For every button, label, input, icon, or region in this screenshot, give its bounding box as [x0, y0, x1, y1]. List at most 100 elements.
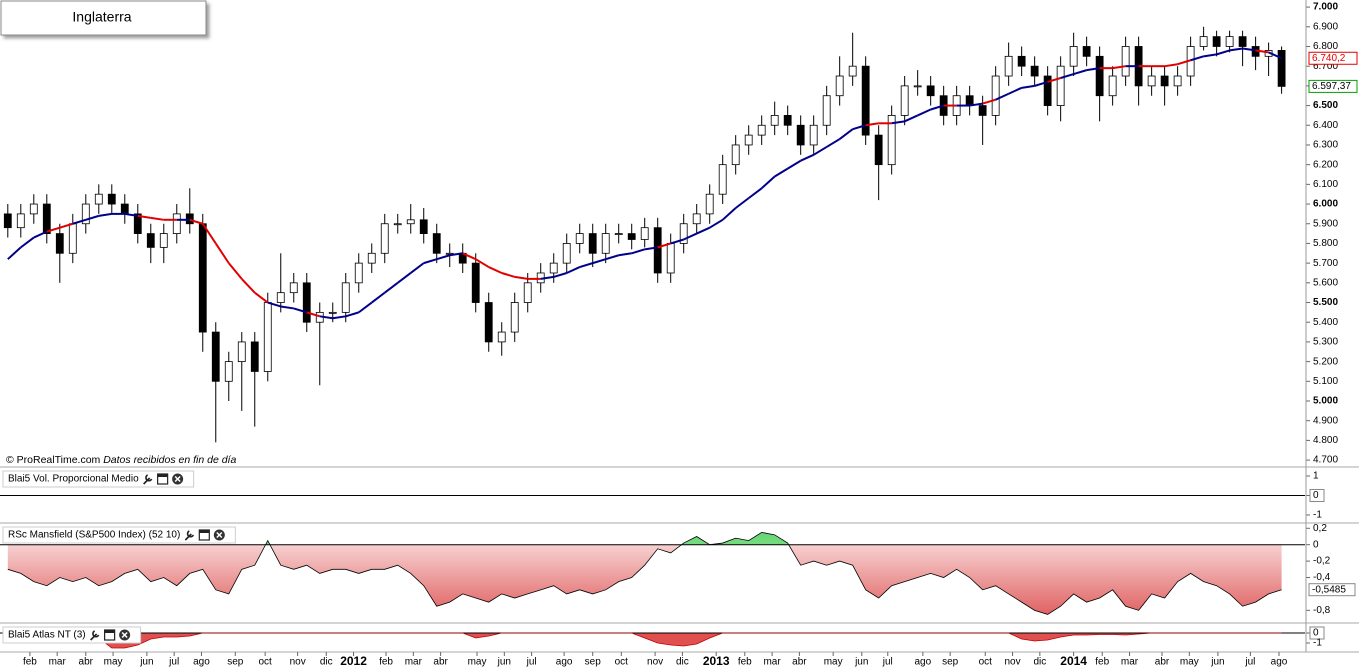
title-box [0, 0, 207, 36]
y-tick-label: 5.900 [1313, 218, 1338, 229]
moving-average-segment [124, 212, 138, 217]
candle-body [484, 302, 493, 343]
moving-average-segment [696, 226, 711, 235]
candle-body [1121, 46, 1130, 77]
x-tick-label: feb [23, 657, 37, 668]
x-tick-label: jun [497, 657, 511, 668]
panel-title-box [2, 526, 236, 544]
x-tick-label: jun [854, 657, 868, 668]
candle-body [913, 85, 922, 88]
moving-average-segment [553, 272, 568, 278]
moving-average-segment [1164, 63, 1178, 68]
moving-average-segment [59, 222, 74, 229]
moving-average-segment [7, 246, 22, 260]
candle-body [757, 124, 766, 136]
candle-body [887, 115, 896, 166]
candle-body [1069, 46, 1078, 67]
x-tick-label: jun [1210, 657, 1224, 668]
candle-body [289, 282, 298, 294]
last-value-label: -0,5485 [1312, 584, 1346, 595]
x-tick-label: 2013 [703, 654, 730, 668]
x-tick-label: sep [942, 657, 959, 668]
moving-average-segment [1047, 77, 1061, 83]
moving-average-segment [1229, 47, 1243, 52]
candle-body [1160, 75, 1169, 87]
y-tick-label: 4.800 [1313, 435, 1338, 446]
close-icon-cross [174, 475, 181, 483]
moving-average-segment [436, 254, 451, 261]
moving-average-segment [813, 146, 828, 156]
moving-average-segment [826, 138, 841, 148]
moving-average-segment [227, 262, 243, 280]
x-tick-label: ago [193, 657, 210, 668]
indicator-line [7, 632, 1282, 649]
moving-average-segment [384, 282, 399, 294]
moving-average-segment [1268, 51, 1283, 60]
moving-average-segment [787, 159, 802, 170]
candle-body [146, 233, 155, 248]
close-icon-cross [216, 531, 223, 539]
moving-average-segment [1073, 69, 1087, 76]
x-tick-label: sep [585, 657, 602, 668]
candle-body [354, 262, 363, 284]
y-tick-label: 4.900 [1313, 415, 1338, 426]
settings-icon [143, 474, 153, 485]
x-tick-label: may [1180, 657, 1199, 668]
y-tick-label: 5.600 [1313, 277, 1338, 288]
candle-body [55, 233, 64, 254]
x-tick-label: oct [258, 657, 272, 668]
candle-body [809, 124, 818, 146]
ma-last-box [1308, 51, 1358, 65]
candle-body [640, 227, 649, 240]
watermark-brand: © ProRealTime.com [6, 454, 101, 466]
x-tick-label: jul [168, 657, 179, 668]
current-value-box [1309, 626, 1325, 640]
moving-average-segment [293, 307, 308, 314]
candle-body [1056, 65, 1065, 106]
candle-body [835, 75, 844, 97]
moving-average-segment [306, 311, 321, 318]
panel-title-box [2, 470, 195, 488]
moving-average-segment [254, 291, 269, 304]
candle-body [159, 233, 168, 248]
candle-body [744, 134, 753, 146]
y-tick-label: 5.200 [1313, 356, 1338, 367]
moving-average-segment [579, 262, 593, 269]
candle-body [1147, 75, 1156, 87]
moving-average-segment [267, 301, 282, 308]
x-tick-label: jul [526, 657, 537, 668]
candle-body [679, 223, 688, 244]
close-last-box [1308, 79, 1358, 93]
panel-header: Blai5 Vol. Proporcional Medio [2, 470, 195, 488]
candle-body [94, 193, 103, 205]
candle-body [965, 95, 974, 106]
moving-average-segment [657, 242, 671, 249]
x-tick-label: mar [49, 657, 67, 668]
moving-average-segment [852, 124, 866, 131]
y-tick-label: -0,8 [1313, 605, 1331, 616]
moving-average-segment [214, 242, 230, 264]
moving-average-segment [319, 315, 333, 320]
moving-average-segment [540, 275, 554, 280]
moving-average-segment [137, 214, 151, 219]
moving-average-segment [969, 102, 983, 107]
candle-body [796, 124, 805, 146]
moving-average-segment [995, 92, 1010, 101]
candle-body [172, 213, 181, 234]
x-tick-label: ago [1271, 657, 1288, 668]
moving-average-segment [1086, 67, 1100, 72]
x-tick-label: abr [433, 657, 448, 668]
x-tick-label: oct [615, 657, 629, 668]
y-tick-label: 6.400 [1313, 120, 1338, 131]
candle-body [1095, 55, 1104, 97]
panel-title: Blai5 Vol. Proporcional Medio [8, 474, 139, 485]
x-tick-label: ago [915, 657, 932, 668]
y-tick-label: 6.700 [1313, 61, 1338, 72]
moving-average-segment [722, 207, 737, 221]
moving-average-segment [761, 175, 776, 190]
moving-average-segment [488, 266, 503, 274]
candle-body [848, 65, 857, 77]
moving-average-segment [735, 197, 750, 209]
candle-body [1212, 36, 1221, 47]
candle-body [328, 311, 337, 314]
